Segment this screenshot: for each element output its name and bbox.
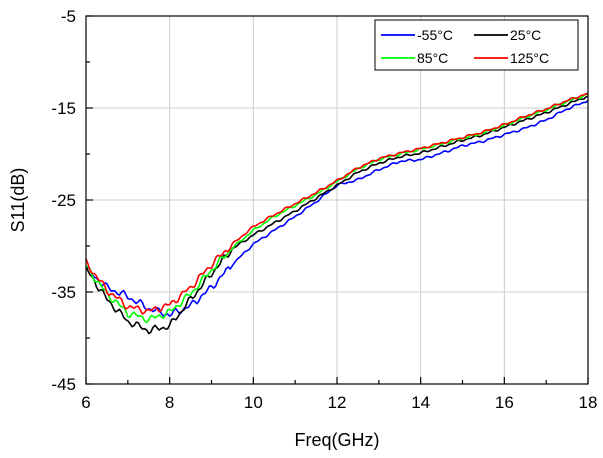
legend-label: 125°C bbox=[510, 50, 549, 66]
x-axis-label: Freq(GHz) bbox=[295, 430, 380, 450]
y-tick-label: -5 bbox=[61, 7, 76, 26]
series-line-2 bbox=[85, 95, 589, 335]
x-tick-label: 10 bbox=[244, 393, 263, 412]
legend: -55°C 25°C 85°C 125°C bbox=[374, 19, 579, 71]
x-tick-label: 12 bbox=[328, 393, 347, 412]
series-line-4 bbox=[85, 92, 589, 315]
x-tick-label: 14 bbox=[411, 393, 430, 412]
y-tick-label: -35 bbox=[51, 283, 76, 302]
legend-label: -55°C bbox=[417, 27, 453, 43]
y-axis-label: S11(dB) bbox=[8, 168, 28, 233]
legend-label: 85°C bbox=[417, 50, 448, 66]
legend-label: 25°C bbox=[510, 27, 541, 43]
grid-lines bbox=[86, 16, 588, 384]
axis-ticks bbox=[85, 15, 589, 385]
y-tick-label: -45 bbox=[51, 375, 76, 394]
y-tick-label: -25 bbox=[51, 191, 76, 210]
x-tick-label: 18 bbox=[579, 393, 598, 412]
series-line-1 bbox=[85, 99, 589, 317]
y-tick-label: -15 bbox=[51, 99, 76, 118]
series-line-3 bbox=[85, 93, 589, 324]
x-tick-label: 8 bbox=[165, 393, 174, 412]
tick-labels: 6 8 10 12 14 16 18 -5 -15 -25 -35 -45 bbox=[51, 7, 597, 412]
x-tick-label: 6 bbox=[81, 393, 90, 412]
legend-box bbox=[374, 19, 579, 71]
x-tick-label: 16 bbox=[495, 393, 514, 412]
series-layer bbox=[85, 92, 589, 335]
